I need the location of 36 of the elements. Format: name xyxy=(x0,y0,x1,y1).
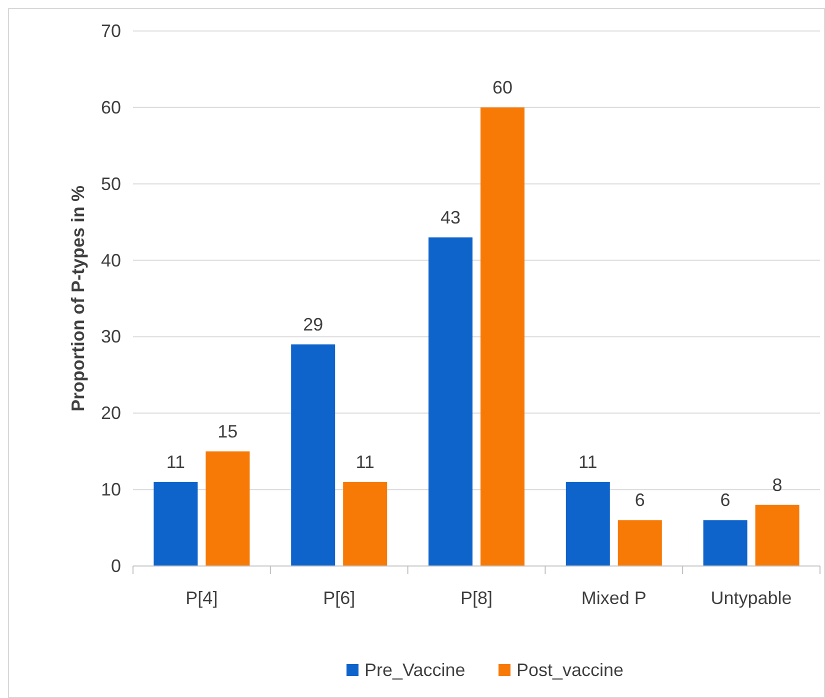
x-tick-label: Untypable xyxy=(710,588,792,608)
data-label: 43 xyxy=(440,207,461,228)
legend-label: Pre_Vaccine xyxy=(364,660,466,680)
y-tick-label: 40 xyxy=(100,250,121,270)
legend-label: Post_vaccine xyxy=(516,660,624,680)
bar xyxy=(428,237,472,566)
bar xyxy=(755,504,800,566)
data-label: 11 xyxy=(166,452,186,472)
x-tick-label: P[8] xyxy=(460,588,493,608)
y-tick-label: 10 xyxy=(100,480,121,500)
data-label: 8 xyxy=(772,474,782,495)
y-tick-label: 60 xyxy=(100,97,121,118)
bar xyxy=(703,520,748,566)
bar xyxy=(618,520,662,566)
bar xyxy=(154,482,198,566)
data-label: 6 xyxy=(634,490,645,510)
data-label: 11 xyxy=(578,452,598,472)
x-tick-label: P[4] xyxy=(186,588,218,608)
x-tick-label: Mixed P xyxy=(581,588,646,608)
data-label: 29 xyxy=(303,314,324,334)
bar xyxy=(343,482,388,566)
y-tick-label: 0 xyxy=(110,556,121,576)
data-label: 6 xyxy=(720,490,730,510)
data-label: 11 xyxy=(356,452,374,472)
y-axis-title: Proportion of P-types in % xyxy=(68,185,88,412)
bar xyxy=(566,482,610,566)
bar xyxy=(291,344,336,566)
y-tick-label: 30 xyxy=(100,326,121,347)
y-tick-label: 50 xyxy=(100,174,121,194)
data-label: 60 xyxy=(492,77,513,98)
y-tick-label: 20 xyxy=(100,403,121,424)
bar xyxy=(206,451,250,566)
data-label: 15 xyxy=(218,421,238,442)
bar xyxy=(480,107,524,566)
y-tick-label: 70 xyxy=(100,21,121,41)
x-tick-label: P[6] xyxy=(323,588,356,608)
